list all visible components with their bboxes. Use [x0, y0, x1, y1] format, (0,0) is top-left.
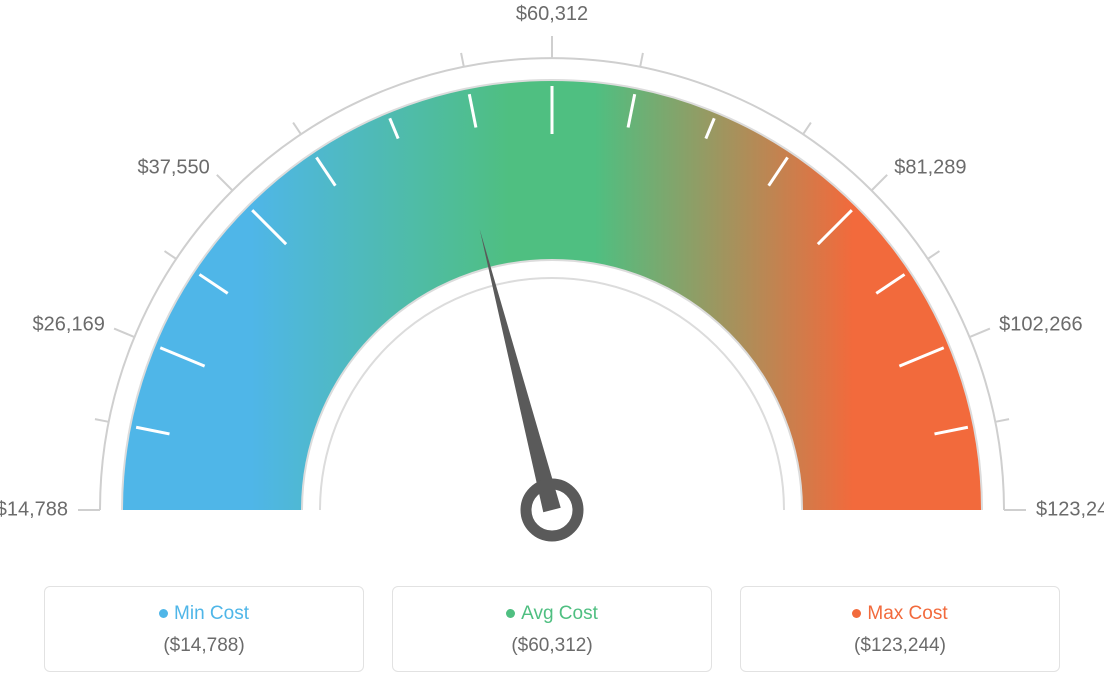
gauge-tick-label: $14,788: [0, 499, 68, 522]
gauge-tick-label: $81,289: [894, 156, 966, 179]
legend-label-min: Min Cost: [174, 603, 249, 624]
gauge-area: $14,788 $26,169 $37,550 $60,312 $81,289 $102,…: [0, 0, 1104, 560]
legend-card-max: Max Cost ($123,244): [740, 586, 1060, 672]
gauge-svg: [0, 0, 1104, 560]
legend-label-max: Max Cost: [867, 603, 947, 624]
legend-card-min: Min Cost ($14,788): [44, 586, 364, 672]
gauge-tick-label: $102,266: [999, 313, 1082, 336]
legend-value-min: ($14,788): [55, 635, 353, 657]
legend-value-avg: ($60,312): [403, 635, 701, 657]
legend-label-avg: Avg Cost: [521, 603, 598, 624]
legend-dot-min: [159, 609, 168, 618]
legend-card-avg: Avg Cost ($60,312): [392, 586, 712, 672]
gauge-tick-label: $123,244: [1036, 499, 1104, 522]
cost-gauge-chart: $14,788 $26,169 $37,550 $60,312 $81,289 $102,…: [0, 0, 1104, 690]
legend-dot-max: [852, 609, 861, 618]
gauge-tick-label: $26,169: [33, 313, 105, 336]
legend-value-max: ($123,244): [751, 635, 1049, 657]
legend-dot-avg: [506, 609, 515, 618]
legend-title-min: Min Cost: [55, 603, 353, 625]
gauge-tick-label: $37,550: [137, 156, 209, 179]
legend-title-avg: Avg Cost: [403, 603, 701, 625]
legend-row: Min Cost ($14,788) Avg Cost ($60,312) Ma…: [0, 586, 1104, 672]
gauge-tick-label: $60,312: [516, 3, 588, 26]
legend-title-max: Max Cost: [751, 603, 1049, 625]
